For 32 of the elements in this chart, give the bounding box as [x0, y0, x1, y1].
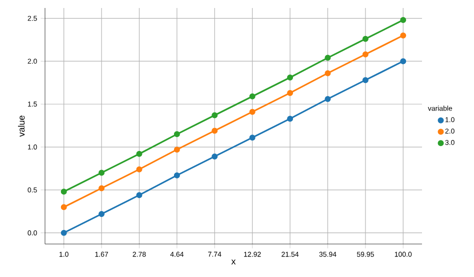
point	[60, 188, 67, 195]
x-axis-title: x	[231, 260, 236, 264]
point	[212, 112, 218, 118]
point	[212, 153, 218, 160]
point	[287, 90, 294, 96]
point	[324, 96, 331, 102]
point	[400, 58, 406, 64]
point	[174, 146, 180, 153]
point	[287, 74, 294, 81]
point	[136, 192, 142, 198]
point	[362, 51, 368, 58]
point	[249, 108, 256, 115]
point	[98, 210, 105, 217]
point	[362, 77, 368, 84]
point	[174, 172, 180, 178]
point	[60, 230, 67, 236]
y-axis-title: value	[18, 116, 25, 137]
point	[98, 170, 105, 176]
point	[136, 166, 142, 172]
point	[400, 32, 406, 38]
point	[362, 36, 368, 42]
point	[324, 70, 331, 76]
point	[400, 17, 406, 24]
point	[136, 150, 142, 157]
point	[174, 131, 180, 138]
point	[212, 128, 218, 134]
point	[324, 54, 331, 61]
point	[287, 116, 294, 122]
point	[98, 185, 105, 192]
point	[249, 93, 256, 100]
point	[249, 134, 256, 141]
point	[60, 204, 67, 210]
